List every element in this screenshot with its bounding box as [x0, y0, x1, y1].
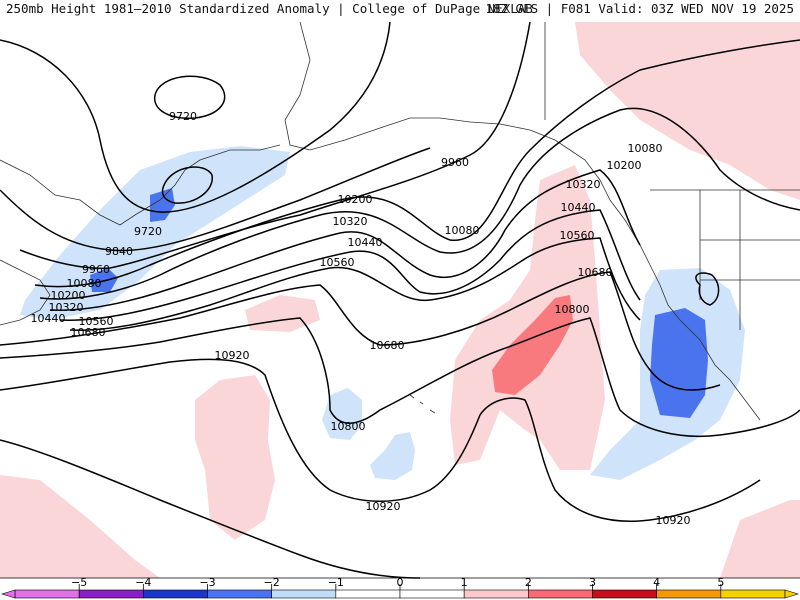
colorbar-tick-label: −2 — [264, 576, 280, 589]
contour-label: 10320 — [333, 215, 368, 228]
colorbar-tick-label: 3 — [589, 576, 596, 589]
positive-anomaly-northeast — [575, 22, 800, 200]
colorbar-swatch — [528, 589, 593, 599]
siberia-coast — [0, 144, 281, 226]
contour-10560 — [69, 237, 641, 331]
contour-10080 — [34, 39, 800, 288]
negative-anomaly-core-west-coast — [650, 308, 708, 418]
colorbar-swatch — [78, 589, 144, 599]
colorbar-tick-label: 2 — [525, 576, 532, 589]
contour-label: 10440 — [31, 312, 66, 325]
negative-anomaly-small-2 — [370, 432, 415, 480]
colorbar-swatch — [592, 589, 657, 599]
contour-label: 10200 — [51, 289, 86, 302]
colorbar: −5 −4 −3 −2 −1 0 1 2 3 4 5 — [0, 576, 800, 599]
colorbar-swatch — [143, 589, 208, 599]
positive-anomaly-shading — [0, 22, 800, 578]
contour-label: 9960 — [441, 156, 469, 169]
contour-label: 10680 — [578, 266, 613, 279]
positive-anomaly-bottom-left — [0, 475, 160, 578]
contour-10200 — [39, 107, 800, 300]
coastlines-and-borders — [0, 21, 800, 421]
positive-anomaly-bottom-right — [720, 500, 800, 578]
kamchatka — [0, 259, 51, 326]
west-coast-us — [649, 264, 761, 421]
positive-anomaly-central-ridge — [450, 165, 605, 470]
colorbar-swatch — [14, 589, 80, 599]
contour-10320 — [49, 169, 641, 311]
colorbar-min-arrow — [0, 589, 16, 599]
contour-9720-inner — [161, 166, 213, 204]
height-contours — [0, 21, 800, 579]
contour-label: 10800 — [555, 303, 590, 316]
colorbar-tick-label: −3 — [199, 576, 215, 589]
alaska-coast — [284, 21, 651, 266]
colorbar-swatch — [463, 589, 529, 599]
contour-label: 10680 — [370, 339, 405, 352]
colorbar-ticks: −5 −4 −3 −2 −1 0 1 2 3 4 5 — [71, 576, 724, 590]
colorbar-tick-label: 1 — [461, 576, 468, 589]
colorbar-swatches — [0, 589, 800, 599]
contour-10800 — [0, 317, 800, 438]
contour-10440 — [59, 209, 641, 321]
contour-label: 10080 — [445, 224, 480, 237]
colorbar-swatch — [399, 589, 465, 599]
negative-anomaly-core-bering-1 — [150, 188, 175, 222]
contour-label: 9960 — [82, 263, 110, 276]
colorbar-max-arrow — [784, 589, 800, 599]
contour-label: 9720 — [134, 225, 162, 238]
contour-9960 — [19, 21, 531, 270]
contour-label: 10440 — [348, 236, 383, 249]
contour-9720-closed — [154, 75, 226, 119]
contour-label: 10080 — [67, 277, 102, 290]
contour-west-coast-low — [695, 272, 720, 306]
contour-label: 10560 — [79, 315, 114, 328]
colorbar-swatch — [271, 589, 337, 599]
colorbar-tick-label: −1 — [328, 576, 344, 589]
contour-label: 10320 — [49, 301, 84, 314]
colorbar-tick-label: 4 — [653, 576, 660, 589]
colorbar-swatch — [207, 589, 272, 599]
positive-anomaly-core — [492, 295, 573, 395]
hawaii — [409, 394, 436, 414]
colorbar-tick-label: 5 — [717, 576, 724, 589]
colorbar-swatch — [335, 589, 401, 599]
map-title: 250mb Height 1981–2010 Standardized Anom… — [6, 1, 533, 16]
contour-label: 10920 — [215, 349, 250, 362]
negative-anomaly-bering — [20, 146, 290, 320]
contour-10920 — [0, 358, 761, 522]
colorbar-tick-label: −4 — [135, 576, 151, 589]
contour-9720 — [0, 21, 391, 213]
contour-label: 10560 — [560, 229, 595, 242]
contour-10680 — [0, 271, 721, 391]
contour-label: 10800 — [331, 420, 366, 433]
contour-label: 10920 — [656, 514, 691, 527]
colorbar-tick-label: −5 — [71, 576, 87, 589]
contour-label: 10680 — [71, 326, 106, 339]
contour-label: 10200 — [338, 193, 373, 206]
contour-label: 9720 — [169, 110, 197, 123]
contour-label: 9840 — [105, 245, 133, 258]
negative-anomaly-core-bering-2 — [90, 268, 118, 292]
contour-label: 10080 — [628, 142, 663, 155]
contour-labels: 9720972098409960996010080100801008010200… — [31, 110, 691, 527]
contour-label: 10560 — [320, 256, 355, 269]
colorbar-swatch — [720, 589, 786, 599]
contour-label: 10920 — [366, 500, 401, 513]
contour-label: 10320 — [566, 178, 601, 191]
contour-label: 10440 — [561, 201, 596, 214]
positive-anomaly-southwest — [195, 375, 275, 540]
contour-10920-bottom — [0, 439, 421, 579]
colorbar-swatch — [656, 589, 722, 599]
colorbar-tick-label: 0 — [397, 576, 404, 589]
contour-9840 — [0, 147, 431, 252]
negative-anomaly-small-1 — [322, 388, 362, 440]
model-valid-time: 18Z GFS | F081 Valid: 03Z WED NOV 19 202… — [485, 1, 794, 16]
contour-label: 10200 — [607, 159, 642, 172]
